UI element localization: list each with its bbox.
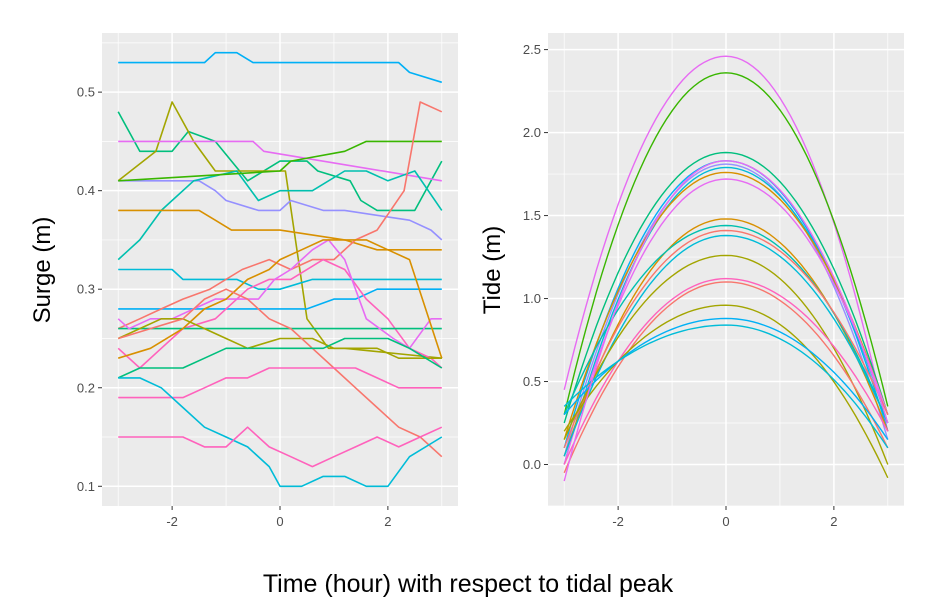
tide-ytick-label: 0.5: [523, 374, 541, 389]
tide-ytick-label: 1.5: [523, 208, 541, 223]
surge-ytick-label: 0.4: [77, 183, 95, 198]
surge-series-line-17: [117, 288, 443, 458]
tide-series-line-8: [563, 178, 889, 465]
tide-series-line-11: [563, 229, 889, 449]
tide-series-line-15: [563, 281, 889, 474]
surge-xtick-label: -2: [166, 514, 178, 529]
tide-series-line-7: [563, 171, 889, 440]
tide-ytick-label: 0.0: [523, 457, 541, 472]
tide-ytick-label: 2.5: [523, 42, 541, 57]
surge-series-line-21: [118, 426, 443, 468]
surge-series-line-8: [118, 140, 442, 182]
surge-series-line-5: [118, 180, 443, 241]
surge-series-line-16: [117, 317, 442, 360]
surge-ytick-label: 0.2: [77, 380, 95, 395]
tide-series-line-2: [563, 72, 889, 415]
surge-panel: -2 0 2 0.1 0.2 0.3 0.4 0.5: [77, 33, 458, 529]
surge-series-line-7: [118, 209, 442, 251]
tide-series-line-19: [563, 160, 889, 482]
tide-xtick-label: 2: [830, 514, 837, 529]
tide-series-line-5: [563, 163, 889, 457]
surge-series-line-9: [118, 268, 442, 291]
tide-ylabel: Tide (m): [479, 226, 506, 314]
surge-ylabel: Surge (m): [29, 217, 56, 324]
tide-ytick-label: 2.0: [523, 125, 541, 140]
surge-series-line-18: [117, 337, 443, 379]
tide-panel: -2 0 2 0.0 0.5 1.0 1.5 2.0 2.5: [523, 33, 904, 529]
shared-xlabel: Time (hour) with respect to tidal peak: [263, 570, 674, 598]
tide-series-line-18: [563, 324, 889, 449]
tide-series-line-3: [563, 151, 889, 424]
surge-xtick-label: 2: [384, 514, 391, 529]
surge-series-line-6: [117, 170, 443, 261]
surge-ytick-label: 0.5: [77, 85, 95, 100]
surge-series-line-20: [118, 377, 443, 488]
tide-xtick-label: -2: [612, 514, 624, 529]
surge-ytick-label: 0.3: [77, 282, 95, 297]
surge-series-line-19: [118, 367, 442, 399]
tide-series-line-12: [563, 234, 889, 457]
surge-series-line-12: [117, 258, 443, 369]
tide-ytick-label: 1.0: [523, 291, 541, 306]
surge-series-line-1: [118, 51, 443, 84]
tide-series-line-13: [563, 254, 889, 465]
tide-xtick-label: 0: [722, 514, 729, 529]
surge-series-line-4: [118, 140, 442, 182]
surge-ytick-label: 0.1: [77, 479, 95, 494]
surge-xtick-label: 0: [276, 514, 283, 529]
